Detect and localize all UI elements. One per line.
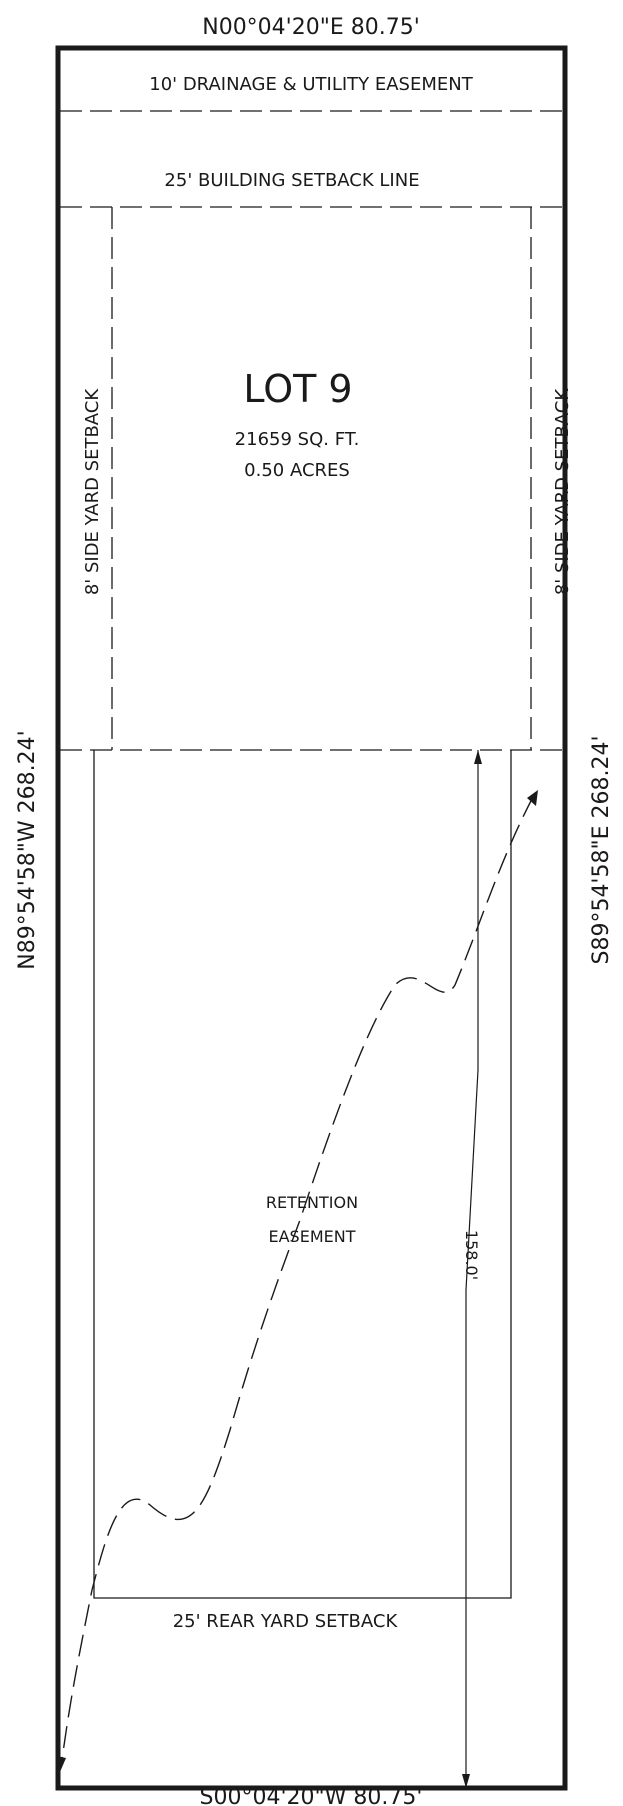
- rear-setback-label: 25' REAR YARD SETBACK: [173, 1611, 399, 1632]
- retention-label-line1: RETENTION: [266, 1193, 358, 1212]
- dimension-arrow-bottom: [462, 1774, 470, 1788]
- rear-setback-line: [93, 750, 512, 1599]
- lot-area-sqft: 21659 SQ. FT.: [235, 429, 360, 450]
- building-setback-label: 25' BUILDING SETBACK LINE: [164, 170, 419, 191]
- dimension-line-158-mid: [465, 1069, 479, 1291]
- retention-easement-curve: [61, 796, 534, 1761]
- side-setback-label-left: 8' SIDE YARD SETBACK: [82, 388, 103, 596]
- bearing-south: S00°04'20"W 80.75': [200, 1785, 423, 1806]
- dimension-arrow-top: [474, 750, 482, 764]
- drainage-easement-label: 10' DRAINAGE & UTILITY EASEMENT: [149, 74, 473, 95]
- retention-label-line2: EASEMENT: [269, 1227, 356, 1246]
- curve-arrow-bottom: [56, 1756, 66, 1772]
- bearing-west: N89°54'58"W 268.24': [15, 730, 40, 969]
- curve-arrow-top: [527, 790, 538, 806]
- bearing-east: S89°54'58"E 268.24': [589, 735, 614, 964]
- bearing-north: N00°04'20"E 80.75': [202, 15, 420, 40]
- lot-boundary: [55, 45, 568, 1791]
- side-setback-label-right: 8' SIDE YARD SETBACK: [552, 388, 573, 596]
- dimension-label-158: 158.0': [462, 1230, 481, 1280]
- lot-area-acres: 0.50 ACRES: [244, 460, 350, 481]
- lot-name: LOT 9: [243, 367, 352, 411]
